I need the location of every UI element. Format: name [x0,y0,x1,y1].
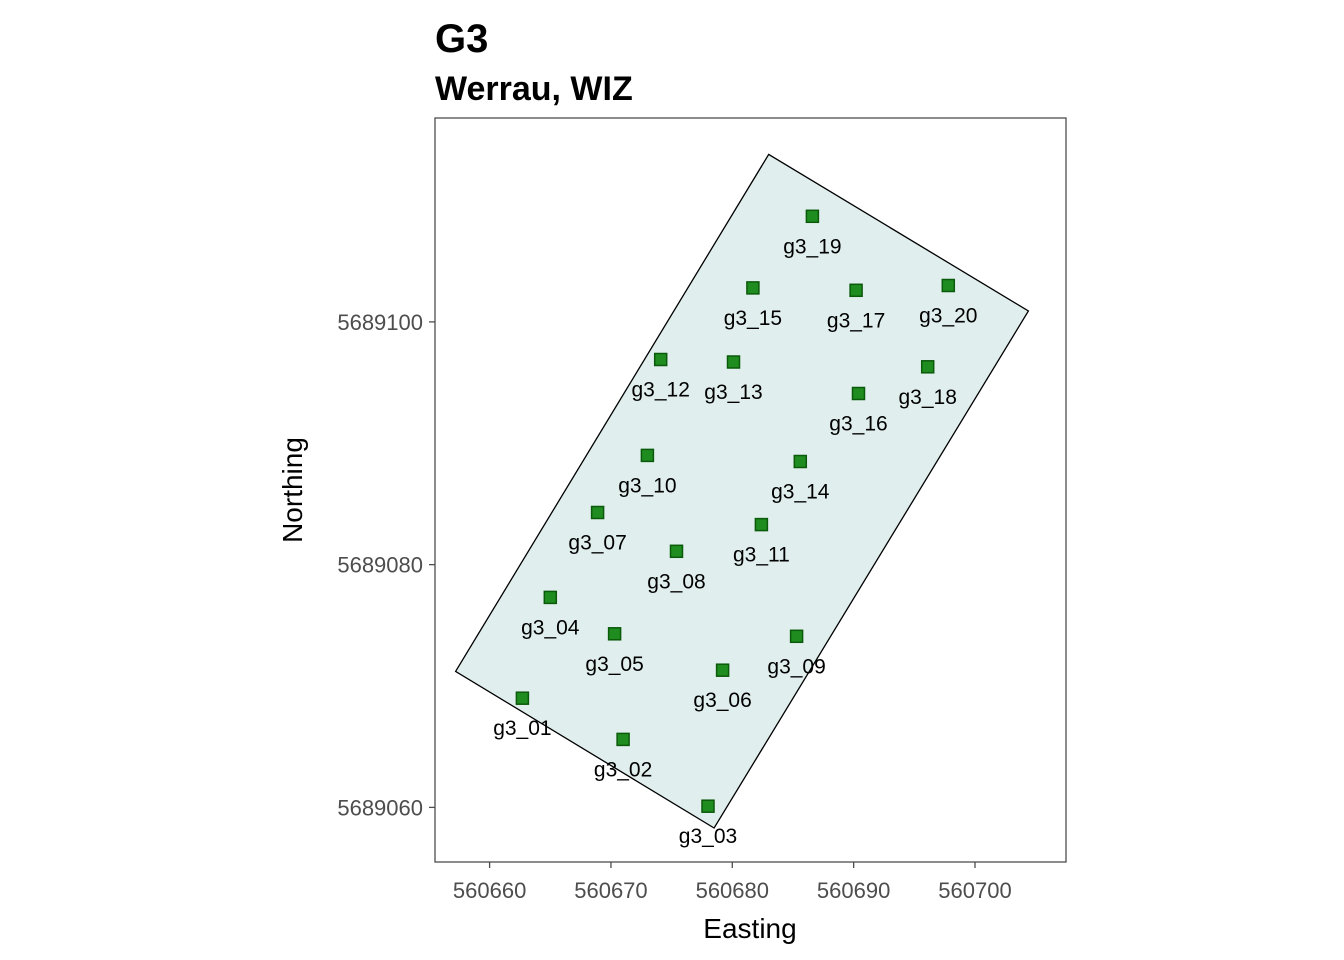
point-label: g3_17 [827,309,885,332]
point-label: g3_13 [704,381,762,404]
point-marker [590,505,605,520]
sample-point-g3_07: g3_07 [568,505,627,555]
chart-title: G3 [435,17,488,61]
point-label: g3_16 [829,413,887,436]
panel-border [434,117,1067,863]
x-tick-label: 560690 [817,878,890,903]
point-marker [793,454,808,469]
y-axis-title: Northing [277,437,308,543]
point-marker [669,544,684,559]
point-label: g3_11 [733,544,790,567]
point-marker [515,691,530,705]
sample-point-g3_10: g3_10 [618,448,677,497]
sample-point-g3_15: g3_15 [724,281,782,330]
sample-point-g3_05: g3_05 [585,627,644,676]
sample-point-g3_20: g3_20 [919,278,978,328]
sample-point-g3_08: g3_08 [647,544,706,593]
x-axis-title: Easting [703,913,796,944]
point-marker [941,278,956,293]
chart-subtitle: Werrau, WIZ [435,70,633,108]
point-marker [754,517,769,532]
point-label: g3_18 [898,386,956,409]
point-marker [805,209,820,224]
sample-point-g3_12: g3_12 [631,352,690,402]
sample-point-g3_06: g3_06 [693,663,752,712]
point-label: g3_07 [568,532,626,555]
sample-point-g3_16: g3_16 [829,386,888,436]
sample-point-g3_02: g3_02 [594,732,652,781]
sample-point-g3_19: g3_19 [783,209,842,258]
point-label: g3_10 [618,474,676,497]
y-tick-label: 5689100 [337,310,423,335]
point-label: g3_20 [919,305,977,328]
x-tick-label: 560660 [453,878,526,903]
point-label: g3_12 [631,379,689,402]
x-tick-label: 560680 [696,878,769,903]
y-axis: 5689060 5689080 5689100 [337,310,435,820]
point-label: g3_02 [594,758,652,781]
point-marker [746,281,760,295]
point-marker [849,283,863,298]
sample-point-g3_11: g3_11 [733,517,790,567]
point-marker [701,799,715,813]
sample-point-g3_18: g3_18 [898,360,957,409]
point-label: g3_01 [493,717,551,740]
sample-point-g3_03: g3_03 [679,799,737,848]
sample-point-g3_13: g3_13 [704,355,763,404]
point-label: g3_04 [521,616,580,639]
y-tick-label: 5689080 [337,553,423,578]
plot-area-polygon [454,153,1030,829]
point-label: g3_19 [783,235,841,258]
sample-point-g3_01: g3_01 [493,691,552,740]
point-label: g3_14 [771,481,830,504]
point-label: g3_09 [767,655,825,678]
point-label: g3_03 [679,825,737,848]
point-label: g3_08 [647,570,705,593]
point-marker [653,352,668,367]
point-label: g3_15 [724,307,782,330]
sample-point-g3_09: g3_09 [767,629,826,678]
x-tick-label: 560700 [938,878,1011,903]
point-marker [726,355,741,369]
point-marker [616,732,630,747]
point-marker [920,360,935,374]
point-marker [543,590,558,605]
point-marker [851,386,866,401]
point-marker [715,663,730,677]
point-marker [789,629,804,644]
sample-point-g3_14: g3_14 [771,454,830,504]
point-label: g3_06 [693,689,751,712]
point-label: g3_05 [585,653,643,676]
point-marker [640,448,655,463]
x-axis: 560660 560670 560680 560690 560700 [453,862,1012,903]
x-tick-label: 560670 [574,878,647,903]
sample-point-g3_04: g3_04 [521,590,580,639]
sample-point-g3_17: g3_17 [827,283,885,332]
y-tick-label: 5689060 [337,795,423,820]
point-marker [607,627,622,641]
